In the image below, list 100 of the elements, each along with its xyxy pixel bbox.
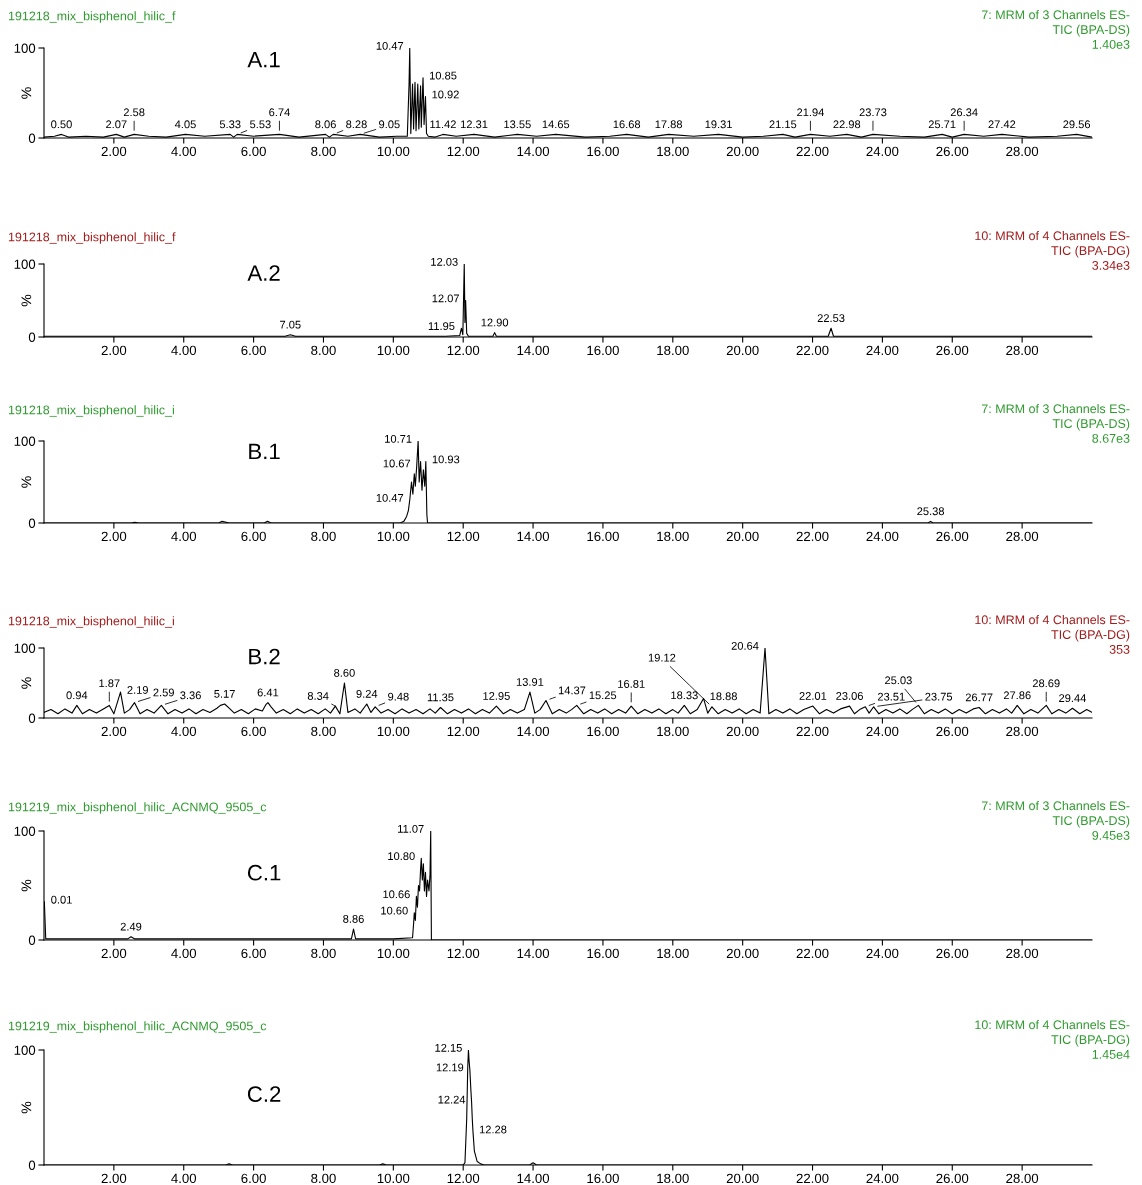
x-tick-label: 6.00: [241, 345, 266, 356]
annotation: C.2: [247, 1086, 281, 1102]
annotation: B.1: [249, 443, 280, 460]
annotation: 16.68: [613, 120, 641, 129]
annotation: 10.66: [383, 890, 410, 899]
y-tick-label: 0: [28, 332, 36, 342]
x-tick-label: 26.00: [936, 531, 969, 542]
annotation: 27.86: [1003, 691, 1031, 700]
annotation: 22.53: [817, 314, 845, 323]
annotation: 12.28: [479, 1125, 507, 1134]
x-tick-label: 16.00: [587, 726, 619, 737]
x-tick-label: 22.00: [796, 1173, 829, 1184]
x-tick-label: 12.00: [447, 726, 480, 737]
annotation: 8.60: [334, 668, 355, 677]
y-tick-label: 100: [14, 436, 36, 446]
annotation: 10.92: [432, 90, 459, 99]
x-tick-label: 22.00: [796, 345, 829, 356]
x-tick-label: 2.00: [101, 345, 127, 356]
annotation: C.1: [247, 864, 281, 881]
x-tick-label: 10.00: [377, 726, 410, 737]
chart-subtitle: 7: MRM of 3 Channels ES- TIC (BPA-DS) 9.45e3: [981, 801, 1130, 840]
x-tick-label: 10.00: [377, 345, 410, 356]
x-tick-label: 8.00: [311, 146, 336, 157]
annotation: 25.03: [885, 676, 912, 685]
x-tick-label: 24.00: [866, 345, 899, 356]
annotation: 23.73: [859, 108, 887, 117]
chart-subtitle: 7: MRM of 3 Channels ES- TIC (BPA-DS) 8.67e3: [981, 404, 1130, 443]
x-tick-label: 2.00: [101, 1173, 127, 1184]
annotation: 6.74: [269, 108, 290, 117]
line-series: [44, 648, 1092, 715]
x-tick-label: 26.00: [936, 948, 969, 959]
annotation: 2.58: [123, 108, 145, 117]
y-tick-label: 100: [14, 43, 36, 53]
annotation: 9.24: [356, 689, 378, 698]
x-tick-label: 12.00: [447, 345, 480, 356]
x-tick-label: 16.00: [587, 146, 619, 157]
annotation: 14.65: [542, 120, 570, 129]
y-tick-label: 100: [14, 643, 36, 653]
chart-title: 191218_mix_bisphenol_hilic_i: [8, 616, 174, 628]
x-tick-label: 4.00: [171, 531, 197, 542]
annotation: 25.71: [928, 120, 956, 129]
annotation: 0.01: [51, 895, 72, 904]
x-tick-label: 4.00: [171, 345, 197, 356]
annotation: 10.85: [429, 71, 457, 80]
annotation: 10.47: [376, 41, 404, 50]
x-tick-label: 18.00: [657, 726, 689, 737]
annotation: 10.71: [385, 434, 412, 443]
annotation: 10.93: [432, 455, 460, 464]
x-tick-label: 26.00: [936, 146, 969, 157]
x-tick-label: 26.00: [936, 345, 969, 356]
annotation: 9.48: [388, 692, 409, 701]
x-tick-label: 14.00: [517, 1173, 550, 1184]
x-tick-label: 6.00: [241, 948, 266, 959]
chart-subtitle: 10: MRM of 4 Channels ES- TIC (BPA-DG) 1.45e4: [975, 1020, 1130, 1059]
annotation: 8.28: [346, 120, 367, 129]
chart-subtitle: 10: MRM of 4 Channels ES- TIC (BPA-DG) 3.34e3: [975, 231, 1130, 270]
x-tick-label: 12.00: [447, 531, 480, 542]
x-tick-label: 12.00: [447, 146, 480, 157]
x-tick-label: 18.00: [657, 1173, 689, 1184]
x-tick-label: 26.00: [936, 726, 969, 737]
x-tick-label: 10.00: [377, 948, 410, 959]
annotation: 12.31: [460, 120, 488, 129]
y-tick-label: 0: [28, 133, 36, 143]
x-tick-label: 20.00: [726, 345, 759, 356]
x-tick-label: 2.00: [101, 726, 127, 737]
x-tick-label: 4.00: [171, 146, 197, 157]
annotation: 22.01: [799, 692, 827, 700]
x-tick-label: 28.00: [1006, 726, 1039, 737]
x-tick-label: 8.00: [311, 948, 336, 959]
x-tick-label: 14.00: [517, 948, 550, 959]
annotation: 28.69: [1032, 679, 1060, 688]
annotation: 0.94: [66, 691, 88, 700]
y-axis-title: %: [21, 677, 32, 689]
y-tick-label: 100: [14, 826, 36, 836]
annotation: 19.12: [648, 653, 676, 662]
annotation: 23.75: [925, 692, 953, 701]
annotation: 8.34: [307, 692, 329, 700]
annotation: 4.05: [174, 120, 196, 129]
annotation: 29.56: [1063, 120, 1091, 129]
annotation: 25.38: [917, 507, 945, 516]
annotation: 18.33: [671, 691, 698, 700]
annotation: 12.03: [431, 257, 458, 266]
annotation: 22.98: [833, 120, 861, 129]
annotation: 13.91: [516, 678, 544, 686]
y-tick-label: 0: [28, 935, 36, 945]
x-tick-label: 12.00: [447, 1173, 480, 1184]
x-tick-label: 16.00: [587, 1173, 619, 1184]
annotation: 7.05: [280, 320, 301, 329]
annotation: 1.87: [99, 679, 120, 688]
x-tick-label: 26.00: [936, 1173, 969, 1184]
x-tick-label: 2.00: [101, 948, 127, 959]
x-tick-label: 20.00: [726, 948, 759, 959]
x-tick-label: 22.00: [796, 726, 829, 737]
x-tick-label: 22.00: [796, 146, 829, 157]
y-tick-label: 100: [14, 1045, 36, 1055]
annotation: 10.60: [381, 906, 408, 915]
x-tick-label: 14.00: [517, 726, 550, 737]
annotation: 11.95: [428, 322, 455, 331]
x-tick-label: 22.00: [796, 948, 829, 959]
x-tick-label: 6.00: [241, 531, 266, 542]
